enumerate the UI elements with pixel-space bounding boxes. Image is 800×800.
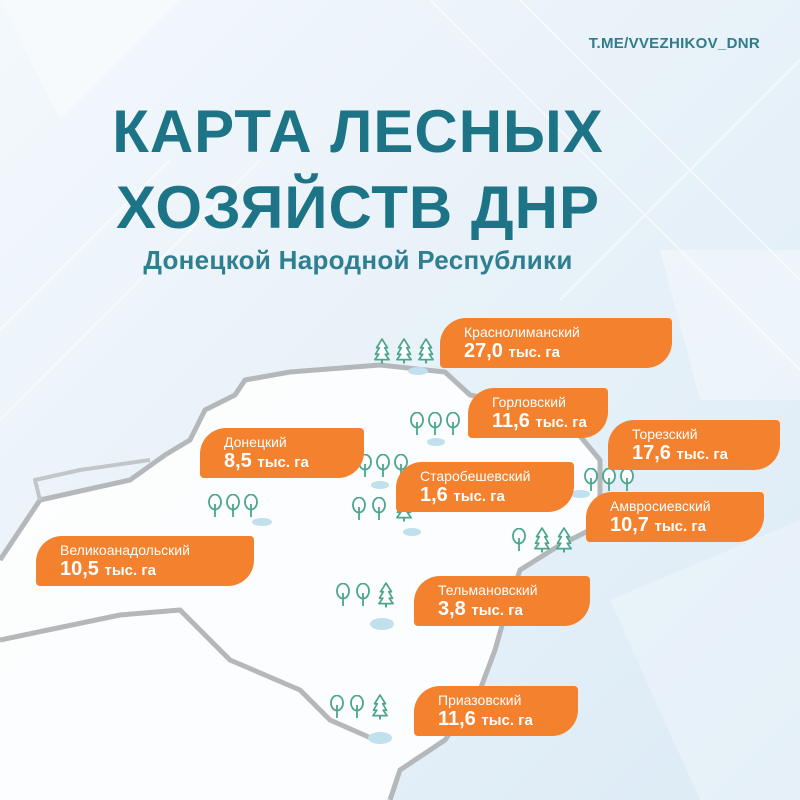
forestry-area: 3,8 тыс. га xyxy=(438,598,523,620)
forestry-name: Торезский xyxy=(632,426,698,442)
tree-group-krasnyi-liman xyxy=(374,338,434,364)
page-subtitle: Донецкой Народной Республики xyxy=(143,245,573,275)
forestry-badge-donetskiy: Донецкий 8,5 тыс. га xyxy=(200,428,364,478)
telegram-handle[interactable]: T.ME/VVEZHIKOV_DNR xyxy=(588,35,760,52)
forestry-name: Горловский xyxy=(492,394,566,410)
forestry-badge-amvrosievskiy: Амвросиевский 10,7 тыс. га xyxy=(586,492,764,542)
forestry-area: 27,0 тыс. га xyxy=(464,340,560,362)
forestry-name: Краснолиманский xyxy=(464,324,580,340)
forestry-name: Донецкий xyxy=(224,434,287,450)
forestry-badge-telmanovskiy: Тельмановский 3,8 тыс. га xyxy=(414,576,590,626)
forestry-area: 10,7 тыс. га xyxy=(610,514,706,536)
forestry-area: 17,6 тыс. га xyxy=(632,442,728,464)
forestry-name: Великоанадольский xyxy=(60,542,190,558)
forestry-badge-gorlovskiy: Горловский 11,6 тыс. га xyxy=(468,388,608,438)
lakes xyxy=(252,367,590,744)
page-title-line-1: КАРТА ЛЕСНЫХ xyxy=(112,98,604,165)
forestry-badge-krasnolimanskiy: Краснолиманский 27,0 тыс. га xyxy=(440,318,672,368)
forestry-badge-velikoanadolskiy: Великоанадольский 10,5 тыс. га xyxy=(36,536,254,586)
forestry-area: 11,6 тыс. га xyxy=(492,410,587,432)
forestry-name: Старобешевский xyxy=(420,468,531,484)
page-title-line-2: ХОЗЯЙСТВ ДНР xyxy=(115,174,601,241)
forestry-area: 10,5 тыс. га xyxy=(60,558,156,580)
forestry-badge-priazovskiy: Приазовский 11,6 тыс. га xyxy=(414,686,578,736)
forestry-name: Амвросиевский xyxy=(610,498,711,514)
forestry-area: 11,6 тыс. га xyxy=(438,708,533,730)
north-border xyxy=(33,458,151,501)
forestry-badge-torezskiy: Торезский 17,6 тыс. га xyxy=(608,420,780,470)
forestry-area: 1,6 тыс. га xyxy=(420,484,505,506)
outer-border xyxy=(0,607,382,745)
forestry-name: Тельмановский xyxy=(438,582,538,598)
forestry-badge-starobeshevskiy: Старобешевский 1,6 тыс. га xyxy=(396,462,574,512)
forestry-area: 8,5 тыс. га xyxy=(224,450,309,472)
forestry-name: Приазовский xyxy=(438,692,522,708)
